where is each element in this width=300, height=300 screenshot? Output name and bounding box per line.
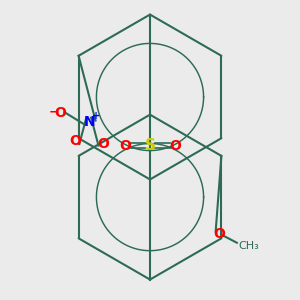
Text: O: O (169, 139, 181, 153)
Text: −: − (49, 106, 60, 119)
Text: CH₃: CH₃ (238, 241, 259, 251)
Text: N: N (84, 115, 95, 129)
Text: +: + (92, 111, 100, 121)
Text: O: O (54, 106, 66, 120)
Text: O: O (213, 227, 225, 241)
Text: O: O (97, 137, 109, 151)
Text: S: S (145, 138, 155, 153)
Text: O: O (119, 139, 131, 153)
Text: O: O (69, 134, 81, 148)
